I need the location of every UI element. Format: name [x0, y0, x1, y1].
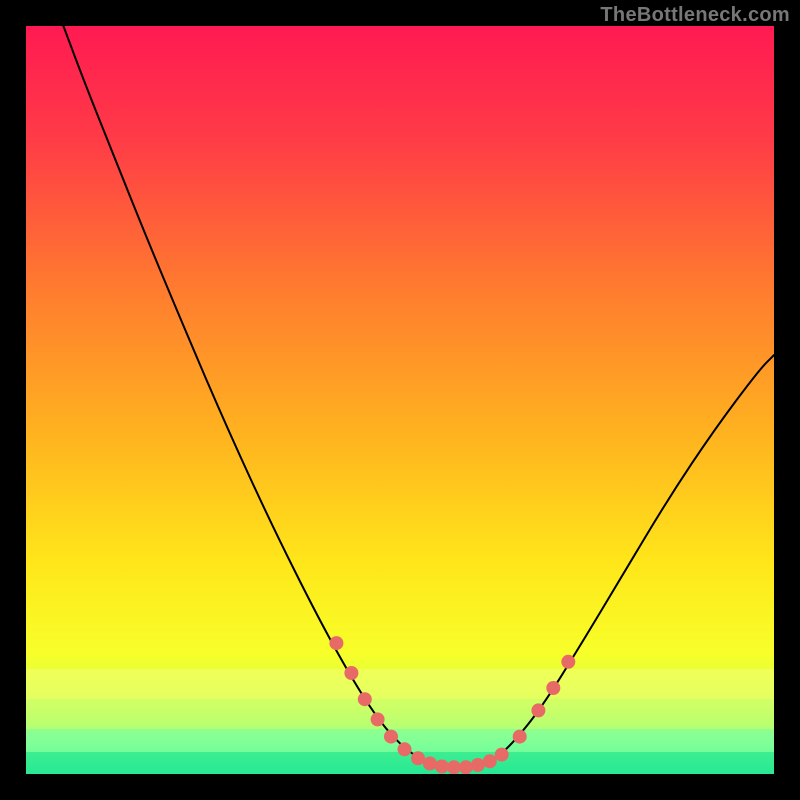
curve-marker	[329, 636, 343, 650]
curve-marker	[384, 730, 398, 744]
curve-marker	[471, 758, 485, 772]
marker-group	[329, 636, 575, 774]
plot-area	[26, 26, 774, 774]
curve-layer	[26, 26, 774, 774]
curve-marker	[546, 681, 560, 695]
curve-marker	[435, 760, 449, 774]
curve-marker	[398, 742, 412, 756]
curve-marker	[358, 692, 372, 706]
curve-marker	[495, 748, 509, 762]
curve-marker	[411, 751, 425, 765]
curve-marker	[513, 730, 527, 744]
curve-marker	[423, 757, 437, 771]
watermark-text: TheBottleneck.com	[600, 4, 790, 27]
bottleneck-curve	[63, 26, 774, 768]
curve-marker	[531, 703, 545, 717]
curve-marker	[447, 760, 461, 774]
curve-marker	[483, 754, 497, 768]
curve-marker	[561, 655, 575, 669]
curve-marker	[459, 760, 473, 774]
curve-marker	[371, 712, 385, 726]
chart-frame: TheBottleneck.com	[0, 0, 800, 800]
curve-marker	[344, 666, 358, 680]
